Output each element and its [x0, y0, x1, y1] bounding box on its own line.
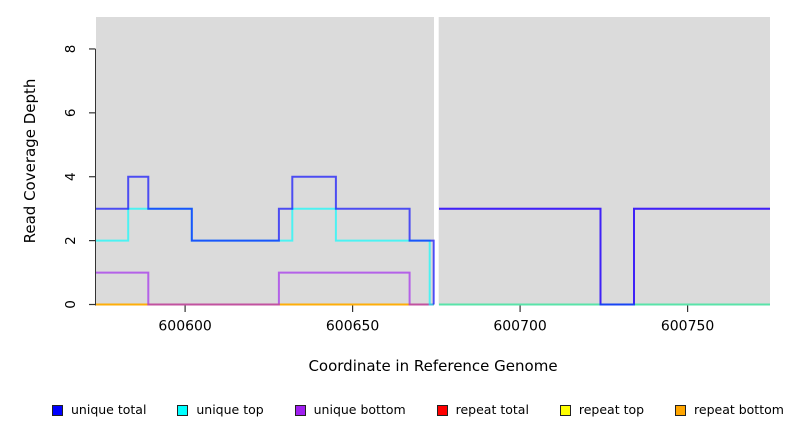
legend-item: unique bottom — [294, 401, 406, 417]
x-tick-label: 600700 — [493, 319, 546, 335]
legend-swatch-repeat-bottom — [675, 404, 687, 416]
legend-swatch-repeat-total — [436, 404, 448, 416]
y-tick-label: 8 — [63, 45, 79, 54]
coverage-gap-mask — [434, 16, 439, 307]
legend-swatch-unique-top — [177, 404, 189, 416]
y-tick-label: 2 — [63, 236, 79, 245]
series-unique-total — [96, 175, 435, 305]
series-unique-total — [439, 207, 770, 306]
x-tick-label: 600650 — [326, 319, 379, 335]
series-unique-top — [96, 207, 434, 306]
legend-item: unique total — [52, 401, 147, 417]
legend-label: repeat total — [455, 401, 529, 417]
legend-swatch-repeat-top — [559, 404, 571, 416]
legend-label: repeat bottom — [694, 401, 784, 417]
legend-swatch-unique-bottom — [294, 404, 306, 416]
legend-label: unique top — [196, 401, 264, 417]
legend-label: unique bottom — [313, 401, 406, 417]
legend-item: repeat bottom — [675, 401, 784, 417]
legend-swatch-unique-total — [52, 404, 63, 416]
series-unique-bottom — [96, 271, 434, 306]
legend-item: unique top — [177, 401, 264, 417]
legend-item: repeat total — [436, 401, 529, 417]
y-axis-title: Read Coverage Depth — [21, 78, 39, 244]
y-tick-label: 6 — [63, 109, 79, 118]
legend: unique total unique top unique bottom re… — [52, 400, 784, 420]
legend-label: unique total — [71, 401, 147, 417]
legend-item: repeat top — [559, 401, 645, 417]
x-tick-label: 600600 — [158, 319, 211, 335]
x-axis-title: Coordinate in Reference Genome — [308, 357, 558, 375]
x-tick-label: 600750 — [661, 319, 714, 335]
plot-area: 600600 600650 600700 600750 0 2 4 6 8 — [63, 16, 770, 335]
y-tick-label: 4 — [63, 172, 79, 181]
legend-label: repeat top — [578, 401, 645, 417]
y-tick-label: 0 — [63, 300, 79, 309]
